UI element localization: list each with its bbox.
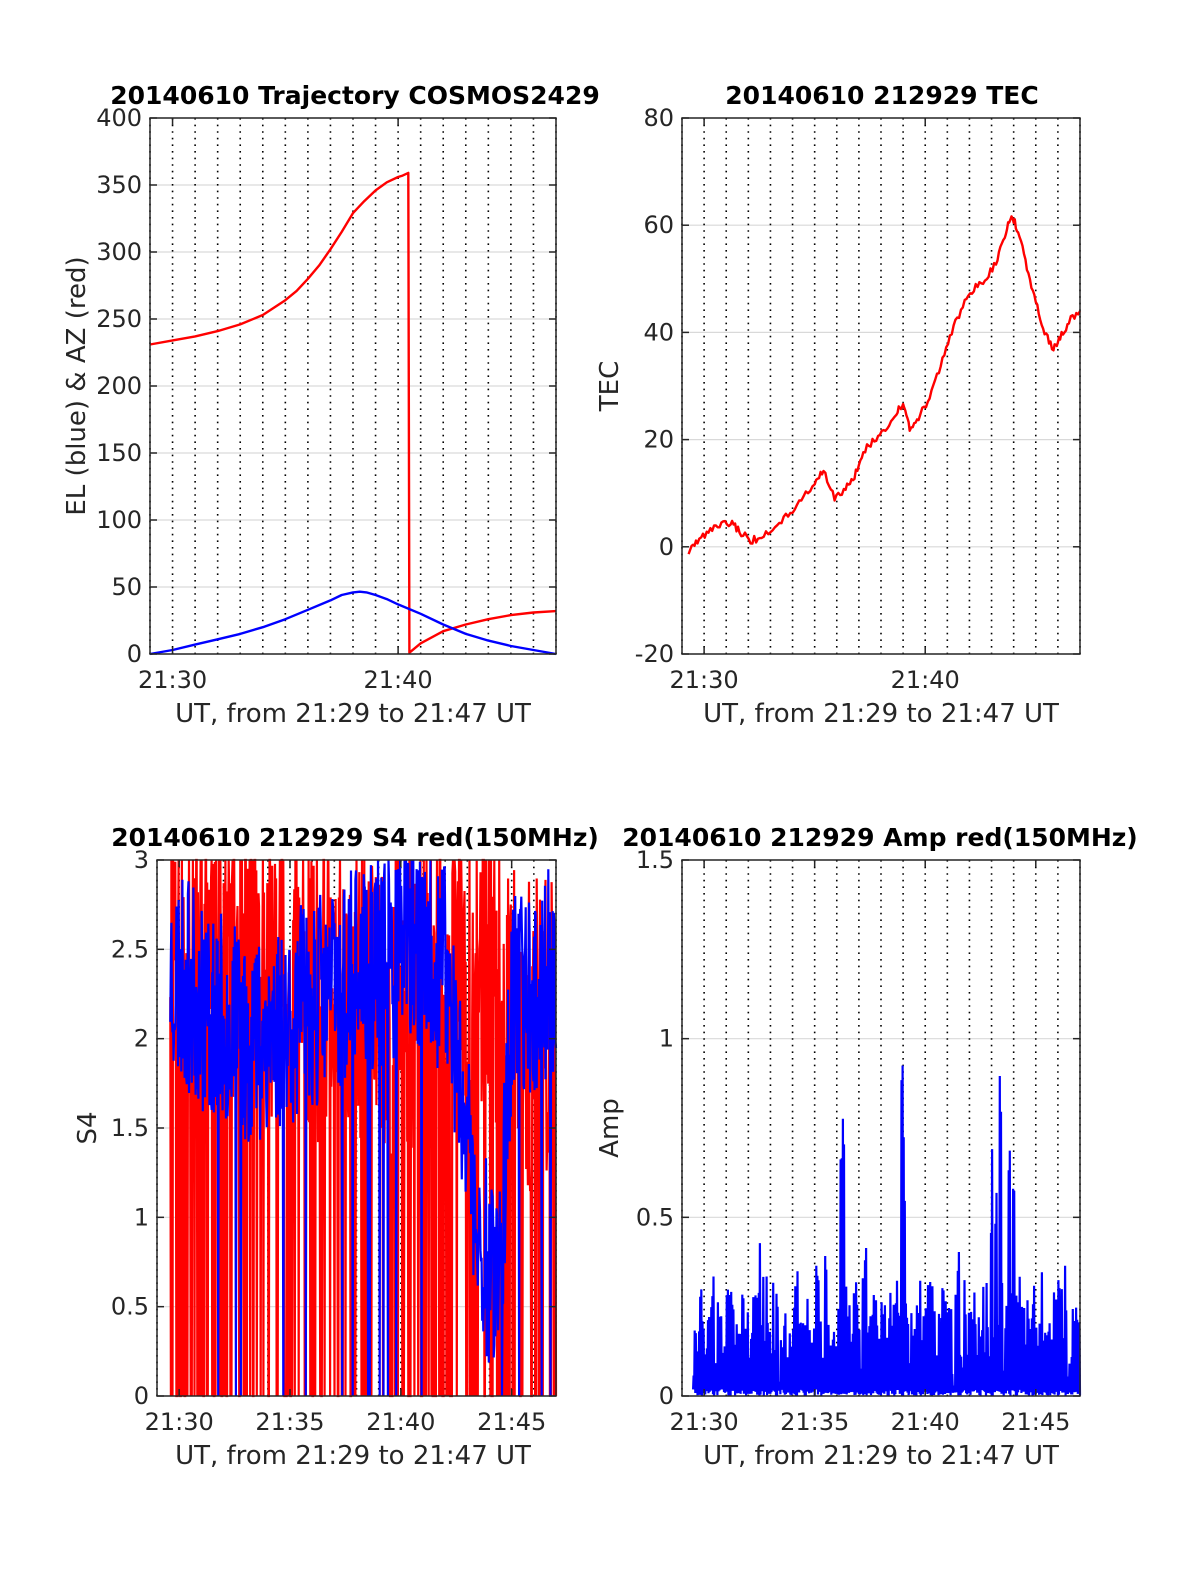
plot-frame [681,117,1081,655]
x-tick-label: 21:45 [477,1408,546,1436]
y-tick-label: 0 [127,640,142,668]
x-axis-label: UT, from 21:29 to 21:47 UT [175,699,531,729]
y-axis-label: Amp [595,1098,625,1158]
y-tick-label: 1 [134,1203,149,1231]
tec-panel: 20140610 212929 TEC 21:30 21:40 -20 0 20 40 60… [595,81,1082,729]
x-tick-label: 21:40 [891,666,960,694]
blue-series-line [149,590,557,656]
x-tick-label: 21:45 [1001,1408,1070,1436]
chart-title: 20140610 212929 Amp red(150MHz) [622,823,1138,852]
x-tick-label: 21:30 [138,666,207,694]
chart-title: 20140610 212929 TEC [725,81,1038,110]
red-series-line [687,215,1082,555]
y-tick-label: 3 [134,846,149,874]
blue-series-line [169,859,558,1397]
x-tick-label: 21:40 [364,666,433,694]
x-tick-label: 21:30 [670,1408,739,1436]
y-tick-label: 0 [659,533,674,561]
x-tick-label: 21:30 [145,1408,214,1436]
y-tick-label: 60 [643,211,674,239]
y-tick-label: 2 [134,1025,149,1053]
x-axis-label: UT, from 21:29 to 21:47 UT [703,1441,1059,1471]
y-tick-label: 0.5 [636,1203,674,1231]
y-tick-label: 40 [643,318,674,346]
s4-panel: 20140610 212929 S4 red(150MHz) 21:30 21:3… [73,823,599,1471]
plot-frame [681,859,1081,1397]
amp-panel: 20140610 212929 Amp red(150MHz) 21:30 21:… [595,823,1138,1471]
y-tick-label: 2.5 [111,935,149,963]
y-tick-label: -20 [635,640,674,668]
y-tick-label: 0 [134,1382,149,1410]
y-tick-label: 1.5 [636,846,674,874]
y-axis-label: EL (blue) & AZ (red) [62,256,92,515]
y-tick-label: 1.5 [111,1114,149,1142]
x-tick-label: 21:40 [891,1408,960,1436]
y-tick-label: 1 [659,1025,674,1053]
y-tick-label: 150 [96,439,142,467]
x-tick-label: 21:35 [255,1408,324,1436]
chart-title: 20140610 212929 S4 red(150MHz) [111,823,599,852]
y-tick-label: 50 [111,573,142,601]
x-tick-label: 21:40 [366,1408,435,1436]
y-tick-label: 300 [96,238,142,266]
y-tick-label: 250 [96,305,142,333]
x-axis-label: UT, from 21:29 to 21:47 UT [175,1441,531,1471]
y-tick-label: 0.5 [111,1293,149,1321]
trajectory-panel: 20140610 Trajectory COSMOS2429 21:30 21:4… [62,81,600,729]
y-axis-label: S4 [73,1111,103,1144]
chart-title: 20140610 Trajectory COSMOS2429 [110,81,600,110]
x-tick-label: 21:35 [780,1408,849,1436]
y-tick-label: 0 [659,1382,674,1410]
red-series-line [149,171,557,654]
y-tick-label: 80 [643,104,674,132]
x-axis-label: UT, from 21:29 to 21:47 UT [703,699,1059,729]
y-tick-label: 100 [96,506,142,534]
blue-series-line [692,1065,1082,1397]
y-tick-label: 400 [96,104,142,132]
y-tick-label: 350 [96,171,142,199]
x-tick-label: 21:30 [670,666,739,694]
y-tick-label: 200 [96,372,142,400]
y-tick-label: 20 [643,426,674,454]
y-axis-label: TEC [595,361,625,412]
